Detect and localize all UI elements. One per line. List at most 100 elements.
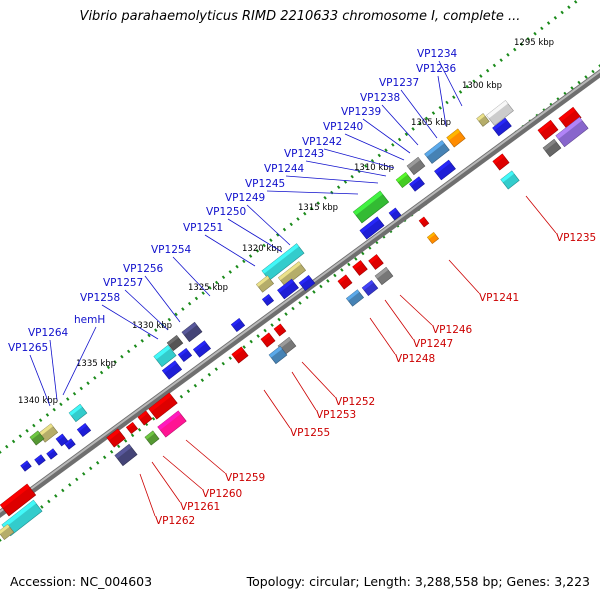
gene-label-forward[interactable]: VP1257 [103,277,143,289]
gene-block[interactable] [255,275,275,293]
gene-block[interactable] [166,334,184,352]
gene-label-reverse[interactable]: VP1253 [316,409,356,421]
gene-block[interactable] [46,448,58,460]
gene-label-forward[interactable]: VP1250 [206,206,246,218]
gene-block[interactable] [29,430,45,446]
gene-block[interactable] [352,260,368,276]
gene-block[interactable] [486,100,514,126]
gene-block[interactable] [537,119,559,141]
gene-label-forward[interactable]: VP1264 [28,327,69,339]
gene-block[interactable] [268,345,288,365]
gene-label-forward[interactable]: VP1237 [379,77,419,89]
gene-label-forward[interactable]: hemH [74,314,105,326]
gene-label-reverse[interactable]: VP1252 [335,396,375,408]
gene-block[interactable] [406,156,426,176]
gene-label-forward[interactable]: VP1244 [264,163,305,175]
gene-block[interactable] [148,392,178,420]
gene-label-reverse[interactable]: VP1260 [202,488,242,500]
ruler-tick [526,37,530,41]
gene-block[interactable] [352,190,390,224]
gene-label-forward[interactable]: VP1243 [284,148,324,160]
gene-block[interactable] [125,421,139,435]
gene-label-reverse[interactable]: VP1241 [479,292,519,304]
gene-block[interactable] [492,117,512,137]
gene-block[interactable] [395,171,413,189]
gene-block[interactable] [76,422,92,438]
gene-block[interactable] [181,321,203,343]
ruler-tick [214,367,218,371]
gene-block[interactable] [64,438,76,450]
leader-line [227,218,283,253]
gene-block[interactable] [20,460,32,472]
gene-block[interactable] [409,176,425,192]
topology-summary: Topology: circular; Length: 3,288,558 bp… [246,574,590,589]
gene-block[interactable] [68,403,88,423]
gene-block[interactable] [542,138,562,158]
gene-label-forward[interactable]: VP1240 [323,121,363,133]
gene-label-forward[interactable]: VP1249 [225,192,265,204]
gene-block[interactable] [153,344,177,368]
gene-block[interactable] [261,293,275,307]
gene-block[interactable] [492,153,510,171]
gene-block[interactable] [424,140,450,164]
ruler-tick [296,217,300,221]
gene-label-forward[interactable]: VP1256 [123,263,164,275]
gene-label-reverse[interactable]: VP1235 [556,232,596,244]
gene-label-reverse[interactable]: VP1247 [413,338,453,350]
gene-block[interactable] [192,340,212,358]
gene-block[interactable] [361,279,379,297]
gene-label-forward[interactable]: VP1234 [417,48,458,60]
gene-block[interactable] [230,317,246,333]
ruler-tick [140,338,144,343]
gene-block[interactable] [161,360,183,380]
gene-block[interactable] [177,347,193,363]
gene-label-forward[interactable]: VP1265 [8,342,48,354]
forward-gene-labels: VP1234 VP1236 VP1237 VP1238 VP1239 VP1240 VP12… [8,48,458,354]
gene-block[interactable] [434,159,456,181]
gene-block[interactable] [277,261,307,287]
gene-block[interactable] [446,128,466,148]
gene-label-reverse[interactable]: VP1246 [432,324,473,336]
gene-block[interactable] [261,243,305,281]
gene-block[interactable] [500,170,520,190]
gene-label-forward[interactable]: VP1258 [80,292,120,304]
gene-label-forward[interactable]: VP1242 [302,136,342,148]
gene-block[interactable] [144,430,160,446]
gene-block[interactable] [231,346,249,364]
gene-block[interactable] [555,116,589,148]
gene-block[interactable] [260,332,276,348]
gene-label-forward[interactable]: VP1236 [416,63,457,75]
gene-block[interactable] [34,454,46,466]
gene-block[interactable] [137,410,153,426]
gene-label-reverse[interactable]: VP1259 [225,472,265,484]
gene-block[interactable] [418,216,430,228]
gene-label-reverse[interactable]: VP1248 [395,353,435,365]
gene-block[interactable] [359,216,385,240]
gene-block[interactable] [277,278,299,300]
gene-block[interactable] [0,483,37,517]
gene-label-reverse[interactable]: VP1261 [180,501,220,513]
gene-block[interactable] [368,254,384,270]
gene-block[interactable] [0,523,15,541]
gene-label-reverse[interactable]: VP1262 [155,515,195,527]
gene-block[interactable] [106,428,126,448]
gene-block[interactable] [114,443,138,467]
gene-block[interactable] [337,274,353,290]
gene-label-forward[interactable]: VP1254 [151,244,192,256]
ruler-tick [560,10,564,15]
gene-block[interactable] [298,274,316,292]
gene-label-forward[interactable]: VP1245 [245,178,285,190]
gene-label-forward[interactable]: VP1238 [360,92,400,104]
kbp-marker: 1310 kbp [354,163,394,173]
gene-block[interactable] [388,207,402,221]
gene-label-reverse[interactable]: VP1255 [290,427,330,439]
gene-label-forward[interactable]: VP1239 [341,106,381,118]
gene-block[interactable] [374,266,394,286]
gene-label-forward[interactable]: VP1251 [183,222,223,234]
gene-block[interactable] [273,323,287,337]
gene-block[interactable] [476,113,490,127]
gene-block[interactable] [157,410,187,438]
ruler-tick [282,227,287,232]
gene-block[interactable] [426,231,440,245]
gene-block[interactable] [345,289,365,307]
